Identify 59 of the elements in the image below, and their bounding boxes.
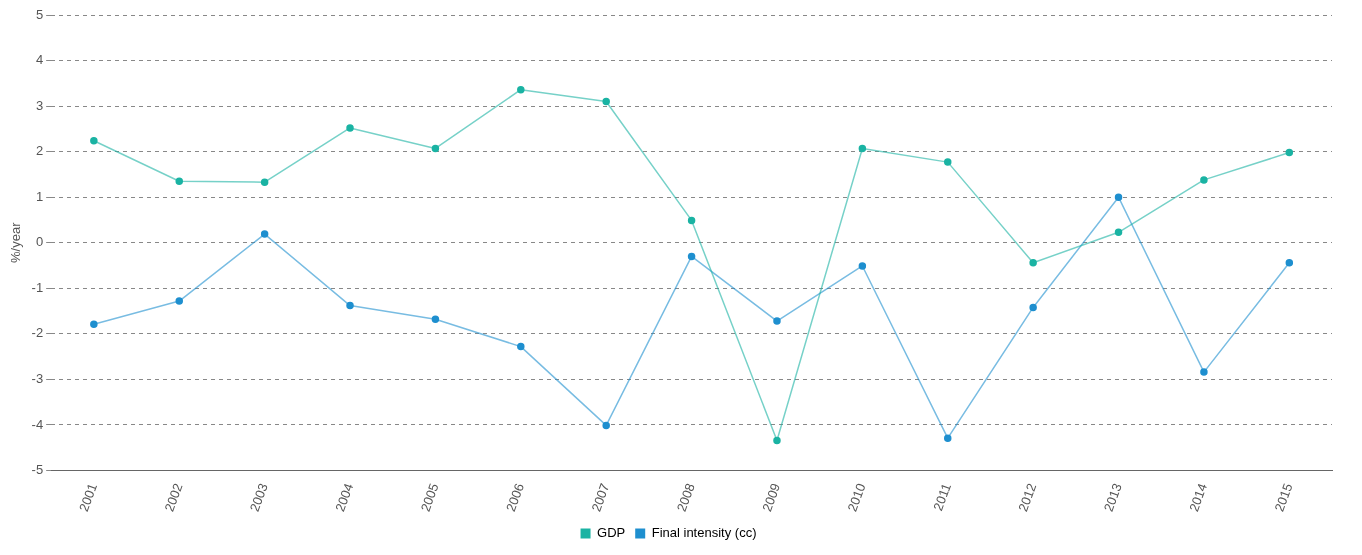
y-tick-label: 4 [35,52,44,68]
point [90,320,98,329]
y-tick-label: 1 [35,188,44,204]
y-tick-label: -1 [31,279,44,295]
x-tick-label: 2015 [1271,481,1296,514]
point [602,97,610,106]
x-tick-label: 2003 [246,481,271,514]
point [858,144,867,153]
point [1114,228,1123,237]
x-tick-label: 2013 [1100,481,1125,514]
point [346,301,354,310]
point [1200,176,1208,184]
point [858,262,867,270]
y-tick-label: 2 [35,143,44,159]
point [1200,368,1208,376]
point [431,144,440,153]
point [1114,193,1123,201]
y-tick-label: -2 [31,325,44,341]
y-tick-label: -5 [31,462,44,478]
y-tick-label: 5 [35,6,44,22]
x-tick-label: 2006 [502,481,527,514]
point [517,342,525,351]
point [687,252,696,261]
point [944,158,952,166]
point [431,315,440,324]
x-tick-label: 2014 [1186,481,1211,514]
y-axis-title: %/year [8,221,24,263]
point [773,436,781,445]
x-tick-label: 2009 [759,481,784,514]
point [687,216,696,225]
x-tick-label: 2005 [417,481,442,514]
point [602,421,610,430]
x-tick-label: 2007 [588,481,613,514]
y-tick-label: 0 [35,234,44,250]
x-tick-label: 2002 [161,481,186,514]
y-tick-label: 3 [35,97,44,113]
point [260,230,269,238]
point [260,178,269,186]
point [944,434,952,442]
point [1285,148,1294,157]
x-tick-label: 2004 [332,481,357,514]
x-tick-label: 2011 [930,481,954,513]
point [90,136,98,145]
y-tick-label: -3 [31,370,44,386]
point [175,177,183,185]
point [773,317,781,325]
x-tick-label: 2001 [76,481,101,514]
legend-label: Final intensity (cc) [651,525,757,541]
point [1029,259,1037,267]
x-tick-label: 2008 [673,481,698,514]
legend-label: GDP [597,525,626,541]
point [1285,259,1294,267]
x-tick-label: 2012 [1015,481,1040,514]
point [1029,303,1037,312]
point [517,85,525,94]
x-tick-label: 2010 [844,481,869,514]
point [346,124,354,132]
point [175,297,183,305]
y-tick-label: -4 [31,416,44,432]
